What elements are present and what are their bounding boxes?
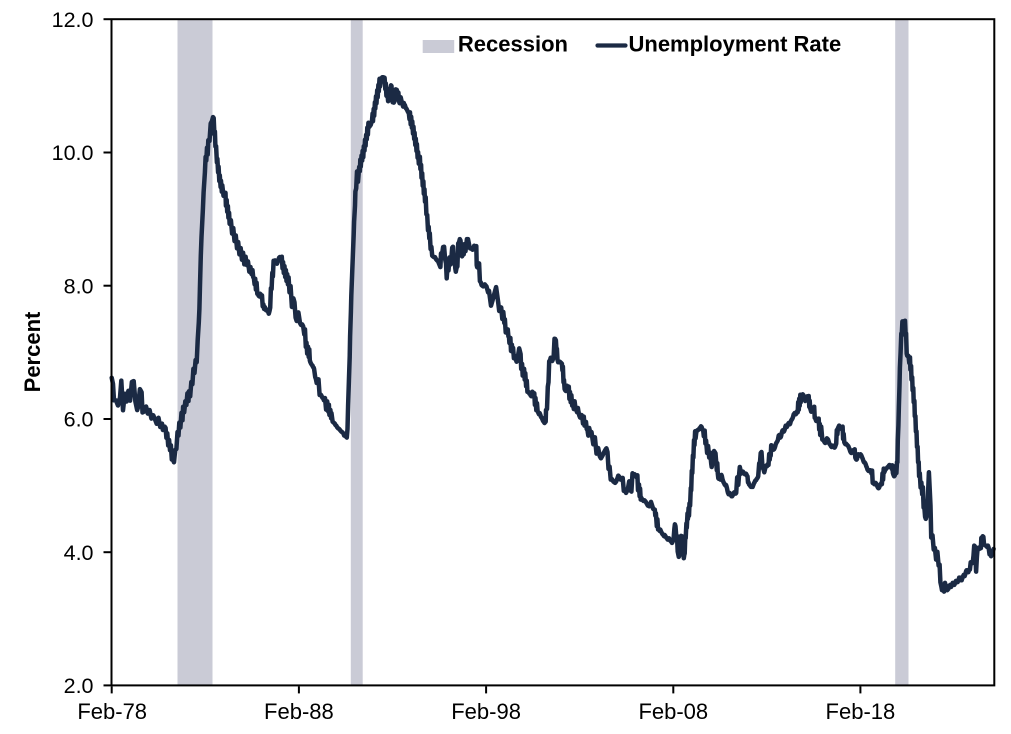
svg-text:Unemployment Rate: Unemployment Rate [629, 31, 842, 56]
svg-text:Recession: Recession [458, 31, 568, 56]
svg-text:6.0: 6.0 [64, 408, 94, 432]
svg-text:Feb-08: Feb-08 [638, 699, 708, 724]
svg-text:4.0: 4.0 [64, 541, 94, 565]
svg-text:2.0: 2.0 [64, 674, 94, 698]
svg-text:8.0: 8.0 [64, 274, 94, 298]
svg-text:10.0: 10.0 [52, 141, 94, 165]
svg-text:Percent: Percent [20, 311, 45, 392]
svg-text:Feb-18: Feb-18 [826, 699, 896, 724]
svg-text:Feb-88: Feb-88 [264, 699, 334, 724]
svg-text:Feb-78: Feb-78 [77, 699, 147, 724]
svg-text:Feb-98: Feb-98 [451, 699, 521, 724]
svg-text:12.0: 12.0 [52, 8, 94, 32]
